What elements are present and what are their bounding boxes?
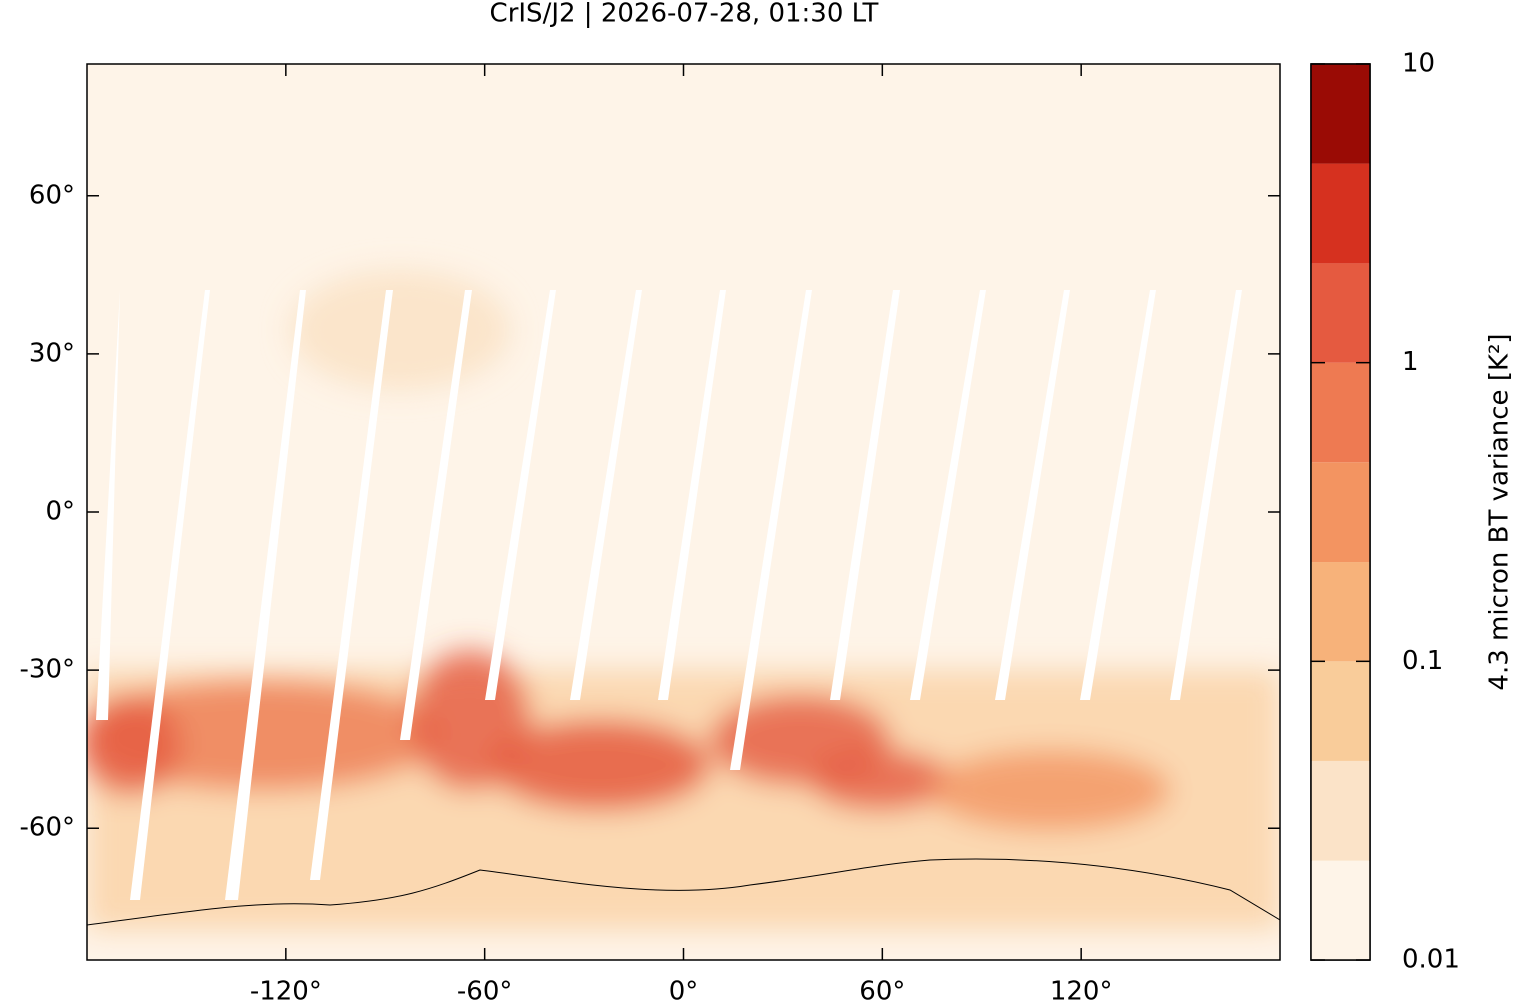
colorbar-tick-label: 0.01: [1402, 945, 1460, 975]
colorbar-tick-label: 10: [1402, 49, 1435, 79]
chart-title: CrIS/J2 | 2026-07-28, 01:30 LT: [490, 0, 879, 29]
colorbar-level: [1311, 64, 1370, 164]
colorbar-level: [1311, 760, 1370, 861]
y-tick-label: -30°: [20, 655, 75, 685]
y-tick-label: -60°: [20, 813, 75, 843]
x-tick-label: -60°: [457, 977, 512, 1002]
variance-band: [87, 270, 1280, 930]
coastline: [87, 858, 1280, 926]
y-tick-label: 60°: [29, 180, 75, 210]
colorbar-level: [1311, 462, 1370, 563]
colorbar-level: [1311, 263, 1370, 363]
colorbar-level: [1311, 860, 1370, 960]
colorbar-level: [1311, 163, 1370, 264]
colorbar-outline: [1310, 63, 1371, 961]
map-field: [87, 64, 1280, 960]
colorbar-level: [1311, 362, 1370, 463]
colorbar-label: 4.3 micron BT variance [K²]: [1485, 333, 1515, 690]
x-tick-label: 60°: [859, 977, 905, 1002]
swath-gaps: [96, 290, 1242, 900]
colorbar-level: [1311, 562, 1370, 662]
x-tick-label: -120°: [250, 977, 322, 1002]
colorbar-tick-label: 1: [1402, 347, 1419, 377]
colorbar-tick-label: 0.1: [1402, 646, 1443, 676]
y-tick-label: 30°: [29, 338, 75, 368]
colorbar-level: [1311, 661, 1370, 761]
x-tick-label: 120°: [1050, 977, 1113, 1002]
x-tick-label: 0°: [669, 977, 699, 1002]
y-tick-label: 0°: [45, 497, 75, 527]
